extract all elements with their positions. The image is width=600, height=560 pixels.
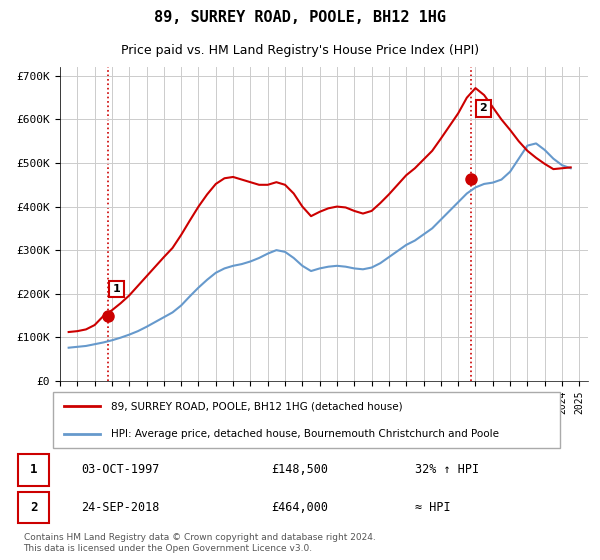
Text: £148,500: £148,500 [271, 463, 328, 477]
Text: 1: 1 [30, 463, 38, 477]
Text: HPI: Average price, detached house, Bournemouth Christchurch and Poole: HPI: Average price, detached house, Bour… [110, 428, 499, 438]
Text: Contains HM Land Registry data © Crown copyright and database right 2024.
This d: Contains HM Land Registry data © Crown c… [23, 533, 375, 553]
Text: 32% ↑ HPI: 32% ↑ HPI [415, 463, 479, 477]
FancyBboxPatch shape [18, 454, 49, 486]
Text: Price paid vs. HM Land Registry's House Price Index (HPI): Price paid vs. HM Land Registry's House … [121, 44, 479, 57]
FancyBboxPatch shape [18, 492, 49, 523]
FancyBboxPatch shape [53, 393, 560, 448]
Text: 1: 1 [113, 284, 121, 294]
Text: £464,000: £464,000 [271, 501, 328, 514]
Text: 03-OCT-1997: 03-OCT-1997 [81, 463, 160, 477]
Text: ≈ HPI: ≈ HPI [415, 501, 451, 514]
Text: 2: 2 [479, 103, 487, 113]
Text: 89, SURREY ROAD, POOLE, BH12 1HG: 89, SURREY ROAD, POOLE, BH12 1HG [154, 10, 446, 25]
Text: 24-SEP-2018: 24-SEP-2018 [81, 501, 160, 514]
Text: 2: 2 [30, 501, 38, 514]
Text: 89, SURREY ROAD, POOLE, BH12 1HG (detached house): 89, SURREY ROAD, POOLE, BH12 1HG (detach… [110, 402, 402, 412]
